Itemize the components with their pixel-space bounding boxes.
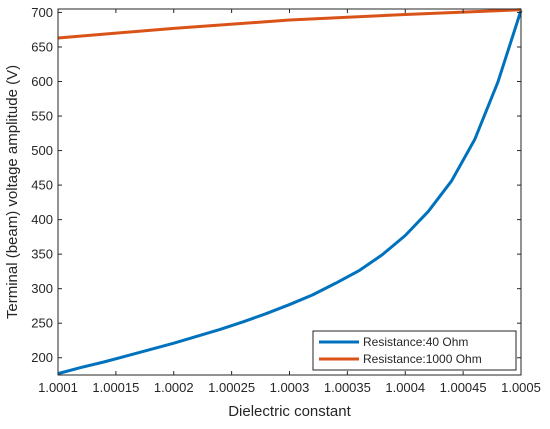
- y-tick-label: 350: [31, 247, 53, 262]
- x-tick-label: 1.0001: [38, 380, 78, 395]
- series-line-2: [57, 8, 522, 40]
- x-axis-label: Dielectric constant: [228, 403, 351, 420]
- y-tick-label: 600: [31, 74, 53, 89]
- y-tick-label: 550: [31, 109, 53, 124]
- y-axis-label: Terminal (beam) voltage amplitude (V): [4, 65, 21, 319]
- x-tick-label: 1.00035: [324, 380, 371, 395]
- y-tick-label: 500: [31, 143, 53, 158]
- y-tick-label: 650: [31, 39, 53, 54]
- y-tick-label: 450: [31, 178, 53, 193]
- x-tick-label: 1.00015: [92, 380, 139, 395]
- x-tick-label: 1.0003: [270, 380, 310, 395]
- y-tick-label: 200: [31, 350, 53, 365]
- x-tick-label: 1.0005: [501, 380, 541, 395]
- y-tick-label: 300: [31, 281, 53, 296]
- legend: Resistance:40 Ohm Resistance:1000 Ohm: [312, 330, 517, 371]
- plot-area: [58, 9, 521, 375]
- y-tick-label: 400: [31, 212, 53, 227]
- legend-label: Resistance:1000 Ohm: [363, 352, 482, 366]
- x-tick-label: 1.00045: [440, 380, 487, 395]
- x-tick-label: 1.0004: [385, 380, 425, 395]
- legend-label: Resistance:40 Ohm: [363, 335, 468, 349]
- y-tick-label: 700: [31, 5, 53, 20]
- legend-box: [312, 330, 517, 371]
- y-tick-label: 250: [31, 316, 53, 331]
- x-tick-label: 1.0002: [154, 380, 194, 395]
- series-line-1: [57, 9, 523, 376]
- x-tick-label: 1.00025: [208, 380, 255, 395]
